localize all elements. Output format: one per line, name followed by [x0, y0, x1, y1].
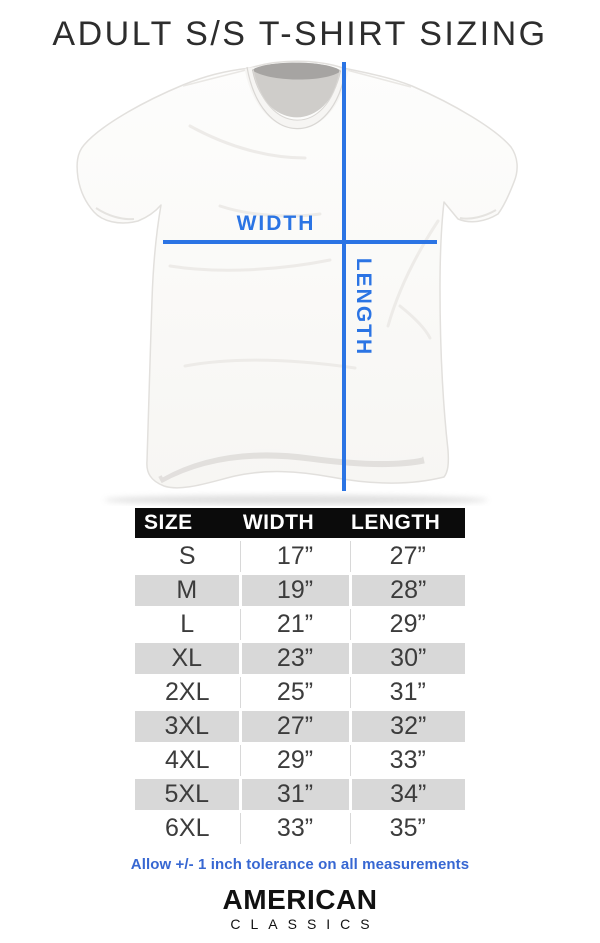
table-row: 2XL 25” 31” [135, 674, 465, 710]
cell-width: 23” [238, 640, 350, 676]
header-width: WIDTH [240, 507, 350, 540]
cell-length: 31” [349, 674, 465, 710]
tolerance-note: Allow +/- 1 inch tolerance on all measur… [130, 856, 470, 874]
table-row: 5XL 31” 34” [135, 776, 465, 812]
header-size: SIZE [135, 507, 240, 540]
cell-size: 3XL [135, 708, 240, 744]
brand-subname: CLASSICS [230, 916, 380, 933]
table-row: L 21” 29” [135, 606, 465, 642]
brand-logo: AMERICAN CLASSICS [0, 884, 600, 933]
cell-length: 35” [349, 810, 465, 845]
tshirt-illustration [76, 60, 518, 505]
width-label: WIDTH [236, 211, 316, 235]
table-row: S 17” 27” [135, 538, 465, 574]
cell-length: 32” [348, 708, 465, 744]
cell-width: 29” [239, 742, 350, 778]
cell-length: 34” [348, 776, 465, 812]
size-table: SIZE WIDTH LENGTH S 17” 27” M 19” 28” L 21” 29… [135, 507, 465, 845]
wrinkle-lines [168, 124, 440, 370]
cell-length: 30” [348, 640, 465, 676]
cell-width: 27” [238, 708, 350, 744]
cell-size: 5XL [135, 776, 240, 812]
cell-size: XL [135, 640, 240, 676]
shirt-shadow [104, 494, 488, 505]
cell-size: 2XL [135, 674, 240, 710]
cell-length: 29” [349, 606, 465, 642]
cell-length: 28” [348, 572, 465, 608]
page-title: ADULT S/S T-SHIRT SIZING [52, 15, 548, 53]
cell-size: 4XL [135, 742, 240, 778]
left-shoulder-seam [182, 67, 251, 87]
cell-size: S [135, 538, 240, 574]
table-row: M 19” 28” [135, 572, 465, 608]
cell-width: 17” [239, 538, 350, 574]
shirt-body [76, 60, 518, 489]
cell-width: 25” [239, 674, 350, 710]
cell-size: 6XL [135, 810, 240, 845]
right-shoulder-seam [342, 67, 412, 88]
table-row: 6XL 33” 35” [135, 810, 465, 845]
cell-width: 31” [238, 776, 350, 812]
table-row: 4XL 29” 33” [135, 742, 465, 778]
cell-size: L [135, 606, 240, 642]
header-length: LENGTH [350, 507, 465, 540]
hem-fold [158, 451, 425, 483]
size-table-header-row: SIZE WIDTH LENGTH [135, 507, 465, 540]
width-measure-line [163, 239, 437, 244]
collar [244, 62, 349, 129]
hem-fold-highlight [161, 449, 423, 478]
cell-width: 21” [239, 606, 350, 642]
cell-width: 33” [239, 810, 350, 845]
left-sleeve-seam [95, 206, 135, 220]
length-label: LENGTH [352, 257, 375, 356]
cell-length: 33” [349, 742, 465, 778]
right-sleeve-seam [459, 208, 497, 220]
cell-length: 27” [349, 538, 465, 574]
cell-size: M [135, 572, 240, 608]
length-measure-line [342, 61, 346, 491]
table-row: XL 23” 30” [135, 640, 465, 676]
tshirt-figure: WIDTH LENGTH [0, 56, 600, 508]
table-row: 3XL 27” 32” [135, 708, 465, 744]
cell-width: 19” [238, 572, 350, 608]
brand-name: AMERICAN [222, 884, 378, 916]
